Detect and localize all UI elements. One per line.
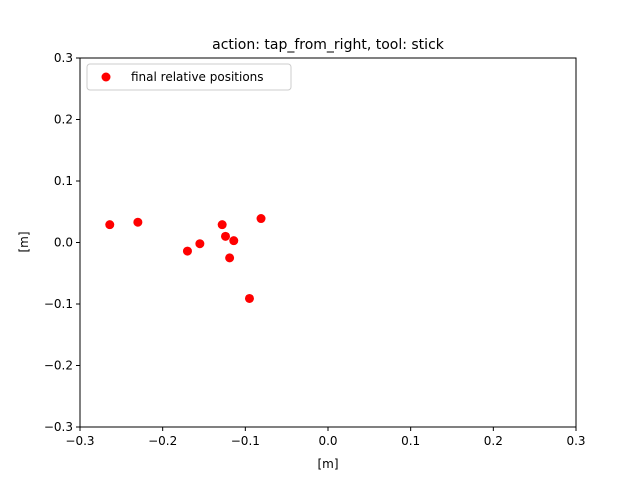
data-point bbox=[182, 246, 192, 256]
legend: final relative positions bbox=[86, 63, 292, 91]
x-tick-label: 0.1 bbox=[401, 434, 420, 448]
data-point bbox=[244, 293, 254, 303]
x-tick-label: 0.0 bbox=[318, 434, 337, 448]
x-tick-label: 0.2 bbox=[484, 434, 503, 448]
x-tick-label: −0.3 bbox=[65, 434, 94, 448]
y-tick-label: −0.2 bbox=[44, 359, 73, 373]
y-tick-label: −0.1 bbox=[44, 297, 73, 311]
y-tick-label: 0.2 bbox=[54, 113, 73, 127]
x-axis-ticks: −0.3 −0.2 −0.1 0.0 0.1 0.2 0.3 bbox=[65, 427, 586, 448]
y-tick-label: 0.3 bbox=[54, 51, 73, 65]
data-point bbox=[220, 231, 230, 241]
chart-title: action: tap_from_right, tool: stick bbox=[212, 37, 445, 53]
x-axis-label: [m] bbox=[317, 457, 338, 471]
data-point bbox=[229, 236, 239, 246]
data-point bbox=[133, 217, 143, 227]
y-axis-label: [m] bbox=[17, 231, 31, 252]
data-point bbox=[195, 239, 205, 249]
legend-marker bbox=[101, 72, 111, 82]
data-point bbox=[225, 253, 235, 263]
data-point bbox=[256, 214, 266, 224]
data-point bbox=[217, 220, 227, 230]
data-point bbox=[105, 220, 115, 230]
y-tick-label: 0.0 bbox=[54, 236, 73, 250]
x-tick-label: 0.3 bbox=[566, 434, 585, 448]
x-tick-label: −0.2 bbox=[148, 434, 177, 448]
x-tick-label: −0.1 bbox=[231, 434, 260, 448]
data-points bbox=[105, 214, 266, 303]
y-tick-label: −0.3 bbox=[44, 420, 73, 434]
y-axis-ticks: −0.3 −0.2 −0.1 0.0 0.1 0.2 0.3 bbox=[44, 51, 80, 434]
y-tick-label: 0.1 bbox=[54, 174, 73, 188]
legend-box bbox=[86, 63, 292, 91]
legend-label: final relative positions bbox=[131, 70, 264, 84]
